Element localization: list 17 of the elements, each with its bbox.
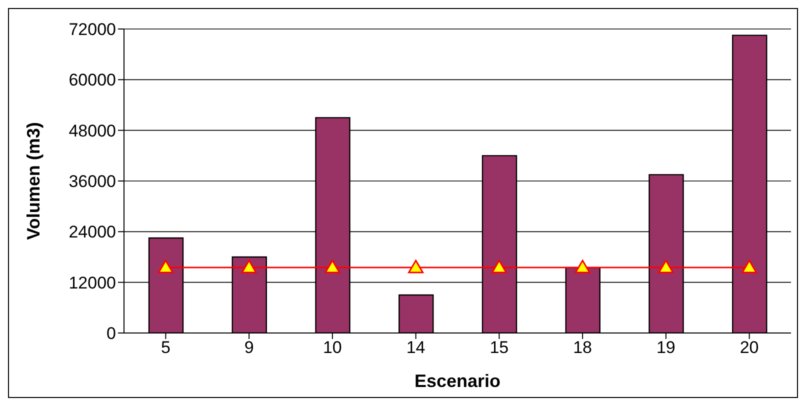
- y-tick-label: 48000: [68, 121, 116, 140]
- y-tick-label: 24000: [68, 222, 116, 242]
- x-tick-label: 5: [160, 338, 170, 358]
- x-axis-title: Escenario: [414, 371, 501, 391]
- x-tick-label: 15: [490, 338, 509, 358]
- y-tick-label: 12000: [68, 273, 116, 292]
- x-tick-label: 19: [656, 338, 676, 358]
- y-tick-label: 60000: [68, 70, 116, 90]
- y-tick-label: 0: [106, 324, 116, 344]
- y-tick-label: 36000: [68, 172, 116, 192]
- y-tick-label: 72000: [68, 20, 116, 40]
- y-axis-title: Volumen (m3): [23, 122, 44, 240]
- x-tick-label: 10: [322, 338, 342, 358]
- x-tick-label: 20: [740, 338, 759, 358]
- x-tick-label: 9: [244, 338, 254, 358]
- x-tick-label: 14: [406, 338, 426, 358]
- x-tick-label: 18: [573, 338, 592, 358]
